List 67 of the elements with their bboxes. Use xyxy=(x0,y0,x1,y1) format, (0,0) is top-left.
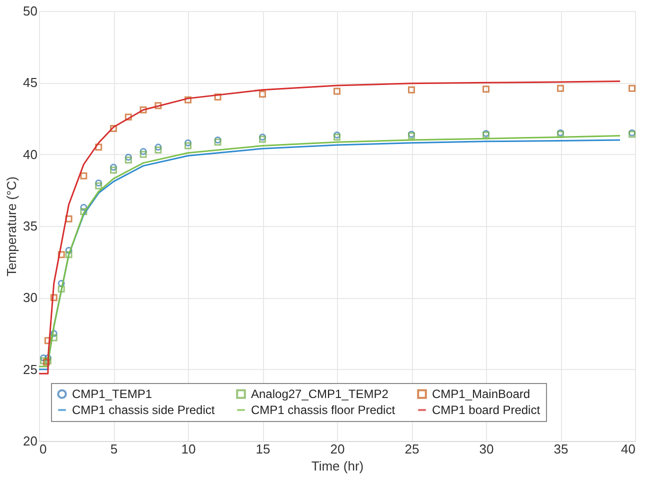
legend-label: Analog27_CMP1_TEMP2 xyxy=(251,387,389,402)
point xyxy=(124,156,132,164)
x-tick-label: 15 xyxy=(256,442,270,456)
y-axis-title: Temperature (°C) xyxy=(4,176,20,276)
point xyxy=(334,88,340,95)
point xyxy=(110,166,117,174)
point xyxy=(80,172,88,180)
x-tick-label: 20 xyxy=(330,442,345,456)
point xyxy=(214,94,222,100)
y-tick-label: 35 xyxy=(23,218,38,234)
point xyxy=(184,96,192,104)
legend-label: CMP1 chassis side Predict xyxy=(72,403,216,417)
point xyxy=(259,90,266,98)
point xyxy=(184,142,192,150)
legend-label: CMP1 chassis floor Predict xyxy=(251,403,396,417)
point xyxy=(482,86,490,93)
point xyxy=(95,182,102,190)
point xyxy=(80,204,88,211)
point xyxy=(65,246,72,254)
x-tick-label: 25 xyxy=(404,442,420,456)
legend-label: CMP1_TEMP1 xyxy=(72,387,152,402)
point xyxy=(334,132,340,138)
point xyxy=(408,86,415,94)
point xyxy=(95,180,102,186)
y-tick-label: 30 xyxy=(23,290,38,306)
line-series xyxy=(38,80,621,374)
point xyxy=(50,294,58,302)
point xyxy=(154,146,162,154)
point xyxy=(140,148,147,155)
y-tick-label: 45 xyxy=(23,75,38,90)
point xyxy=(184,139,192,146)
point xyxy=(65,251,72,258)
point xyxy=(140,150,147,158)
point xyxy=(214,136,222,144)
x-tick-label: 5 xyxy=(110,442,118,456)
point xyxy=(58,251,65,258)
point xyxy=(154,144,162,151)
x-tick-label: 0 xyxy=(40,442,47,456)
legend-label: CMP1_MainBoard xyxy=(432,387,530,402)
point xyxy=(40,357,47,364)
point xyxy=(110,164,117,171)
point xyxy=(124,114,132,121)
point xyxy=(50,330,58,337)
point xyxy=(124,154,132,161)
point xyxy=(50,334,58,342)
point xyxy=(65,215,72,222)
point xyxy=(214,138,222,146)
y-tick-label: 25 xyxy=(23,362,38,377)
point xyxy=(80,208,88,216)
x-tick-label: 30 xyxy=(479,442,494,456)
x-tick-label: 40 xyxy=(621,442,636,456)
y-tick-label: 40 xyxy=(23,146,38,162)
point xyxy=(44,337,52,344)
legend-label: CMP1 board Predict xyxy=(432,403,541,417)
point xyxy=(140,106,147,114)
point xyxy=(557,84,564,92)
x-tick-label: 35 xyxy=(554,442,568,456)
point xyxy=(628,84,636,92)
point xyxy=(334,134,340,141)
point xyxy=(58,286,65,293)
point xyxy=(95,144,102,151)
y-tick-label: 50 xyxy=(23,4,38,18)
point xyxy=(58,280,65,287)
point xyxy=(110,125,117,132)
x-axis-title: Time (hr) xyxy=(311,458,364,474)
x-tick-label: 10 xyxy=(181,442,196,456)
point xyxy=(154,102,162,110)
